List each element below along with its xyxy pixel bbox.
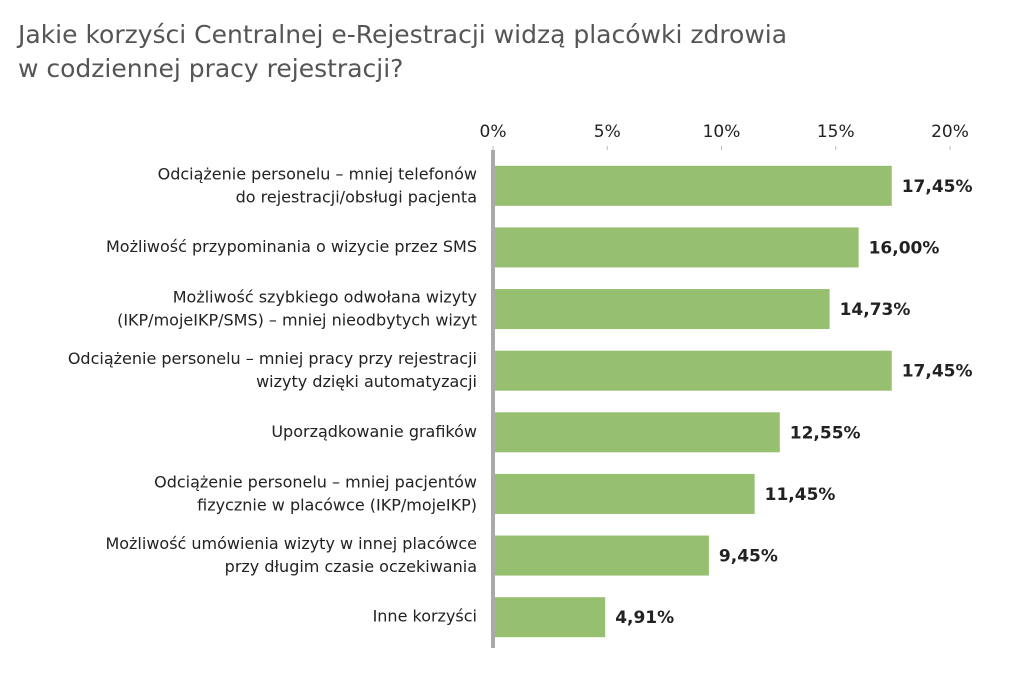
category-label: Odciążenie personelu – mniej pacjentów fi… [154,472,477,514]
value-label: 17,45% [902,177,973,197]
bar [493,535,709,576]
bar [493,412,780,453]
x-tick-label: 10% [703,122,741,142]
bar [493,227,859,268]
category-label: Odciążenie personelu – mniej telefonów do… [158,164,477,206]
category-label: Inne korzyści [373,607,477,626]
chart-title: Jakie korzyści Centralnej e-Rejestracji … [16,20,787,83]
x-tick-label: 5% [594,122,621,142]
value-label: 4,91% [615,608,674,628]
category-label: Możliwość szybkiego odwołana wizyty (IKP/… [117,287,477,329]
bar [493,473,755,514]
bar [493,165,892,206]
category-label: Możliwość przypominania o wizycie przez … [106,237,477,256]
category-label: Możliwość umówienia wizyty w innej placó… [105,534,477,576]
category-label: Uporządkowanie grafików [271,422,477,441]
x-tick-label: 20% [931,122,969,142]
value-label: 9,45% [719,547,778,567]
x-tick-label: 15% [817,122,855,142]
x-tick-label: 0% [480,122,507,142]
bar [493,289,830,330]
value-label: 11,45% [765,485,836,505]
category-label: Odciążenie personelu – mniej pracy przy … [68,349,477,391]
bar [493,350,892,391]
value-label: 16,00% [869,238,940,258]
bar [493,597,606,638]
value-label: 14,73% [840,300,911,320]
value-label: 12,55% [790,423,861,443]
value-label: 17,45% [902,362,973,382]
